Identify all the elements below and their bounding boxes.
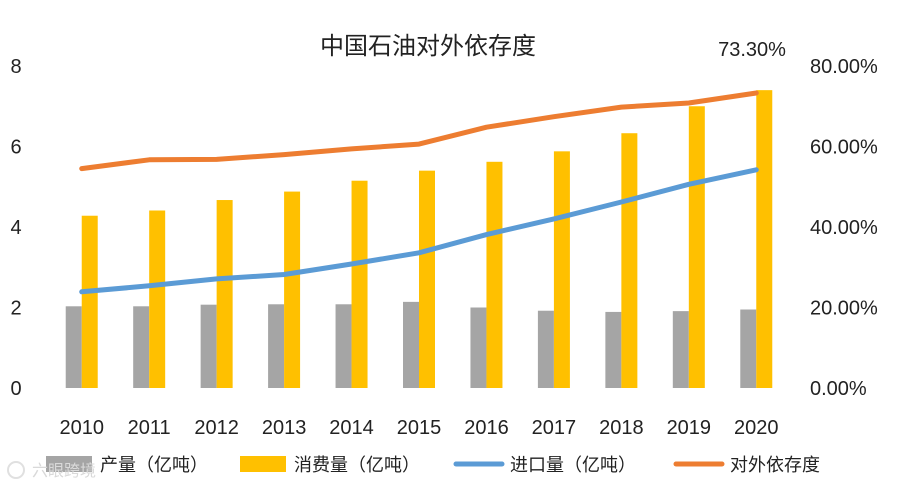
bar-consumption: [149, 210, 166, 388]
legend-swatch: [46, 456, 92, 472]
x-tick-label: 2013: [262, 417, 307, 439]
y-left-tick-label: 2: [10, 298, 21, 320]
bar-consumption: [553, 151, 570, 388]
bar-consumption: [216, 200, 233, 388]
x-tick-label: 2011: [128, 417, 171, 439]
annotation-label: 73.30%: [718, 39, 786, 61]
bar-production: [605, 311, 622, 388]
legend-swatch: [240, 456, 286, 472]
watermark-icon: [7, 461, 25, 479]
y-left-tick-label: 4: [10, 217, 21, 239]
x-tick-label: 2012: [194, 417, 239, 439]
bar-production: [268, 304, 285, 388]
y-right-tick-label: 40.00%: [810, 217, 878, 239]
x-tick-label: 2014: [329, 417, 374, 439]
y-right-tick-label: 0.00%: [810, 378, 867, 400]
watermark-text: 六眼跨境: [32, 461, 96, 480]
legend-label: 对外依存度: [730, 455, 820, 476]
x-tick-label: 2018: [599, 417, 644, 439]
bar-consumption: [621, 133, 638, 388]
bar-production: [335, 304, 352, 388]
y-left-tick-label: 6: [10, 137, 21, 159]
chart-title: 中国石油对外依存度: [320, 32, 536, 60]
bar-production: [470, 307, 487, 388]
lines-group: [79, 90, 759, 295]
y-left-tick-label: 8: [10, 56, 21, 78]
bar-production: [65, 306, 82, 388]
bar-consumption: [756, 90, 773, 389]
x-tick-label: 2010: [59, 417, 104, 439]
bar-consumption: [486, 161, 503, 388]
bars-group: [65, 90, 773, 389]
bar-consumption: [351, 180, 368, 388]
y-right-tick-label: 20.00%: [810, 298, 878, 320]
bar-consumption: [688, 106, 705, 388]
legend: 产量（亿吨） 消费量（亿吨） 进口量（亿吨） 对外依存度: [46, 455, 820, 476]
left-axis: 0 2 4 6 8: [10, 56, 21, 400]
bar-consumption: [419, 170, 435, 388]
x-tick-label: 2016: [464, 417, 509, 439]
x-tick-label: 2019: [667, 417, 712, 439]
bar-production: [200, 304, 217, 388]
bar-production: [403, 301, 419, 388]
right-axis: 0.00% 20.00% 40.00% 60.00% 80.00%: [810, 56, 878, 400]
bar-production: [133, 306, 150, 388]
bar-consumption: [81, 215, 98, 388]
legend-label: 消费量（亿吨）: [294, 455, 420, 476]
bar-production: [672, 311, 689, 388]
x-tick-label: 2015: [397, 417, 442, 439]
bar-production: [740, 309, 757, 388]
y-right-tick-label: 80.00%: [810, 56, 878, 78]
y-left-tick-label: 0: [10, 378, 21, 400]
x-tick-label: 2017: [532, 417, 577, 439]
bar-production: [537, 310, 554, 388]
x-axis: 2010 2011 2012 2013 2014 2015 2016 2017 2018 2019…: [59, 417, 778, 439]
line-dependency: [79, 90, 759, 172]
y-right-tick-label: 60.00%: [810, 137, 878, 159]
bar-consumption: [284, 191, 301, 388]
watermark: 六眼跨境: [7, 461, 96, 480]
legend-label: 进口量（亿吨）: [510, 455, 636, 476]
legend-label: 产量（亿吨）: [100, 455, 208, 476]
line-import: [79, 167, 759, 295]
x-tick-label: 2020: [734, 417, 779, 439]
